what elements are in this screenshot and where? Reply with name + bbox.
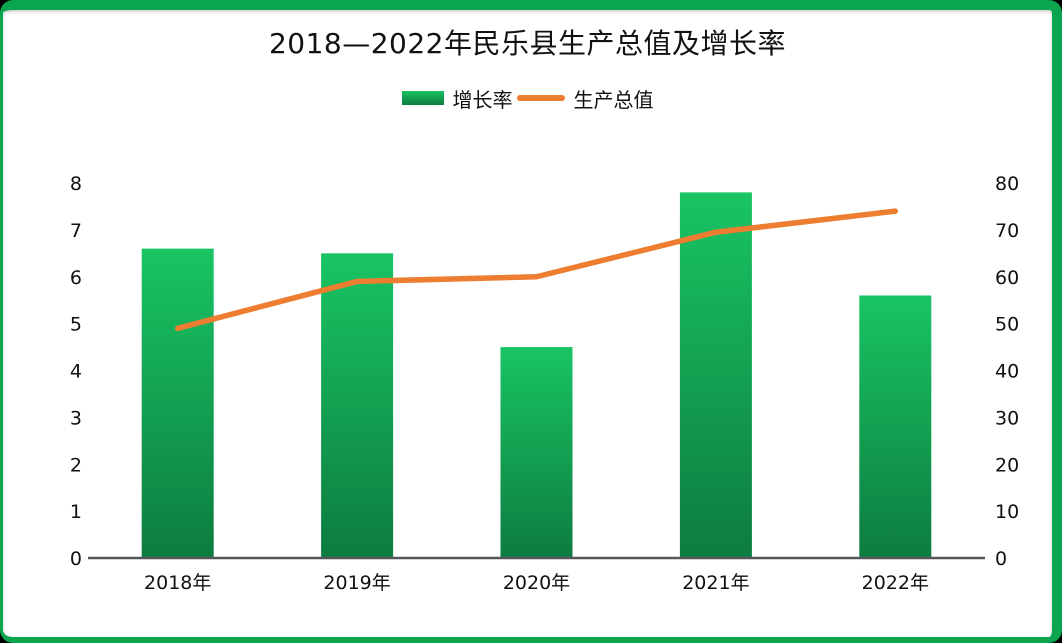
line-series-swatch-icon xyxy=(516,95,565,101)
left-axis-tick: 1 xyxy=(70,501,82,523)
right-axis-tick: 70 xyxy=(995,220,1019,242)
right-axis-tick: 80 xyxy=(995,173,1019,195)
legend-item-growth-rate: 增长率 xyxy=(401,84,513,113)
gdp-line xyxy=(174,208,899,332)
right-axis-tick: 20 xyxy=(995,454,1019,476)
left-axis-tick: 4 xyxy=(70,361,82,383)
left-axis-tick: 3 xyxy=(70,407,82,429)
right-axis-tick: 50 xyxy=(995,314,1019,336)
x-axis-category-label: 2020年 xyxy=(503,572,570,594)
bar-2022年 xyxy=(859,295,932,558)
bar-2019年 xyxy=(321,253,394,558)
bar-series-swatch-icon xyxy=(401,91,444,105)
right-axis-tick: 10 xyxy=(995,501,1019,523)
right-axis-tick: 0 xyxy=(995,548,1007,570)
x-axis-category-label: 2018年 xyxy=(144,572,211,594)
left-axis-tick: 5 xyxy=(70,314,82,336)
left-axis-tick: 0 xyxy=(70,548,82,570)
chart-title: 2018—2022年民乐县生产总值及增长率 xyxy=(268,27,787,60)
bar-2018年 xyxy=(141,248,214,558)
left-axis-tick: 6 xyxy=(70,267,82,289)
left-axis-tick: 2 xyxy=(70,454,82,476)
right-axis-tick: 30 xyxy=(995,407,1019,429)
x-axis-category-label: 2019年 xyxy=(323,572,390,594)
x-axis-category-label: 2022年 xyxy=(862,572,929,594)
legend-item-gdp: 生产总值 xyxy=(516,84,654,113)
legend: 增长率 生产总值 xyxy=(3,84,1052,113)
left-axis-tick: 8 xyxy=(70,173,82,195)
bar-2020年 xyxy=(500,347,573,558)
left-axis-tick: 7 xyxy=(70,220,82,242)
right-axis-tick: 40 xyxy=(995,361,1019,383)
right-axis-tick: 60 xyxy=(995,267,1019,289)
x-axis-category-label: 2021年 xyxy=(682,572,749,594)
legend-label-gdp: 生产总值 xyxy=(573,87,654,112)
bar-2021年 xyxy=(679,192,752,558)
legend-label-growth-rate: 增长率 xyxy=(452,87,513,112)
